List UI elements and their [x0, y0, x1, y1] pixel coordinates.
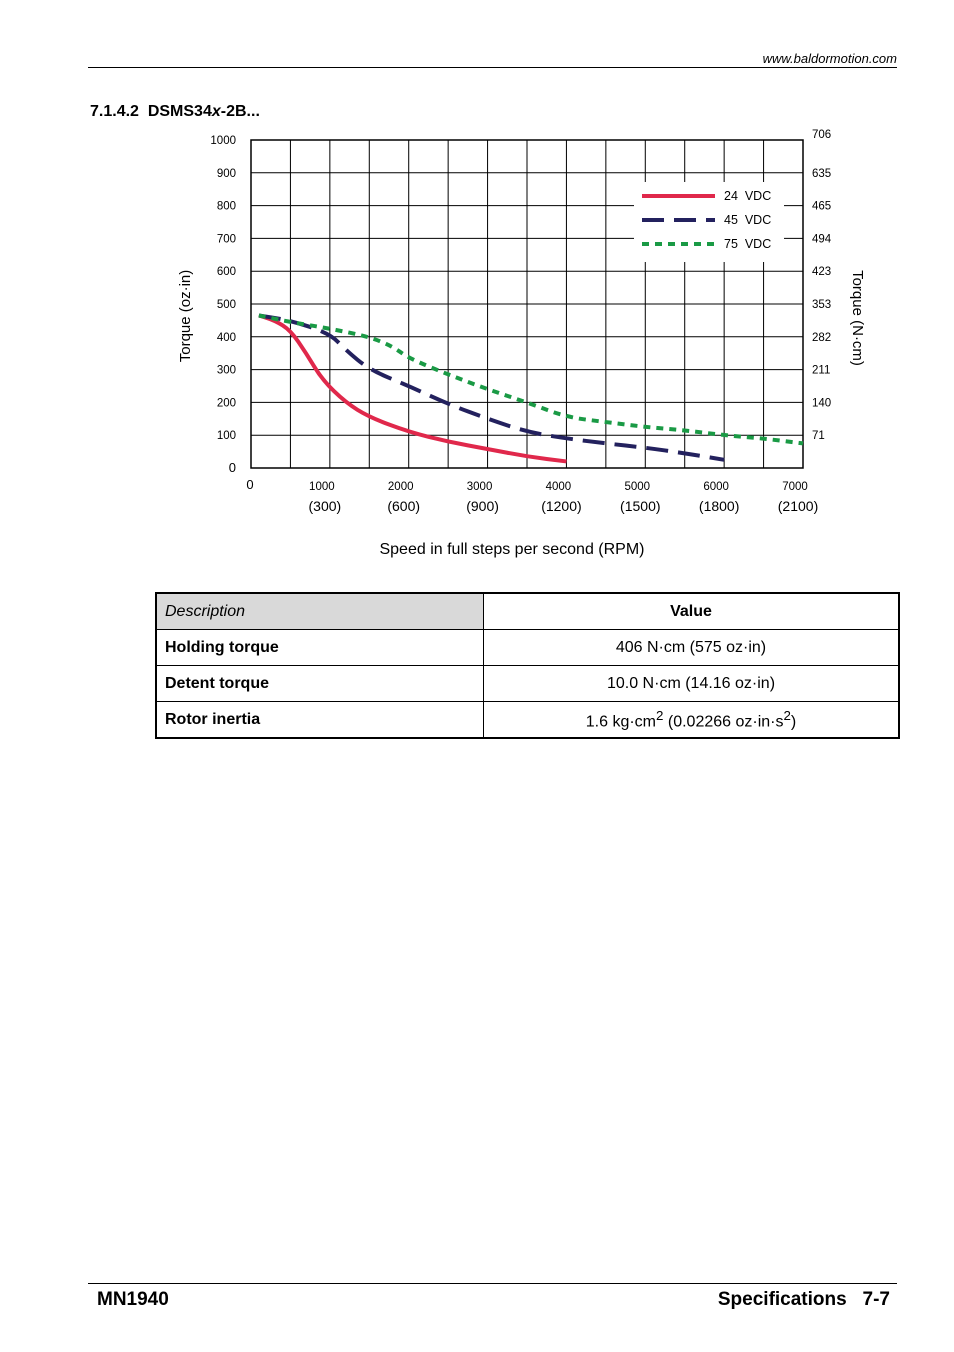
- x-tick-rpm: (1800): [699, 498, 739, 514]
- x-tick-zero: 0: [246, 477, 253, 492]
- row-label: Rotor inertia: [155, 701, 484, 739]
- footer-page: Specifications 7-7: [717, 1289, 890, 1310]
- y-tick-left: 900: [217, 168, 236, 180]
- row-value: 1.6 kg·cm2 (0.02266 oz·in·s2): [483, 701, 900, 739]
- x-tick-rpm: (900): [466, 498, 499, 514]
- y-tick-right: 140: [812, 397, 831, 409]
- y-tick-left: 400: [217, 332, 236, 344]
- header-rule: [88, 67, 897, 68]
- x-tick-rpm: (2100): [778, 498, 818, 514]
- y-tick-left: 0: [229, 460, 236, 475]
- y-tick-left: 800: [217, 201, 236, 213]
- x-tick-label: 5000: [624, 481, 650, 493]
- footer-rule: [88, 1283, 897, 1284]
- series-line: [258, 313, 725, 462]
- table-header-row: Description Value: [155, 592, 900, 630]
- y-tick-left: 100: [217, 430, 236, 442]
- legend-label: 45 VDC: [724, 213, 771, 227]
- header-url: www.baldormotion.com: [762, 51, 897, 66]
- footer-doc-id: MN1940: [97, 1289, 169, 1310]
- plot-frame: [250, 139, 804, 469]
- y-tick-left: 700: [217, 233, 236, 245]
- y-tick-left: 600: [217, 266, 236, 278]
- y-tick-right: 423: [812, 266, 831, 278]
- x-tick-rpm: (300): [309, 498, 342, 514]
- series-line: [258, 313, 567, 464]
- table-row: Detent torque 10.0 N·cm (14.16 oz·in): [155, 665, 900, 702]
- y-tick-left: 300: [217, 365, 236, 377]
- y-tick-right: 465: [812, 201, 831, 213]
- series-line: [258, 313, 804, 446]
- y-tick-right: 353: [812, 299, 831, 311]
- y-axis-label-left: Torque (oz·in): [177, 270, 194, 363]
- x-tick-rpm: (1200): [541, 498, 581, 514]
- y-tick-right: 71: [812, 430, 825, 442]
- spec-table: Description Value Holding torque 406 N·c…: [155, 592, 900, 739]
- row-label: Detent torque: [155, 665, 484, 702]
- x-tick-rpm: (600): [387, 498, 420, 514]
- table-row: Holding torque 406 N·cm (575 oz·in): [155, 629, 900, 666]
- y-axis-label-right: Torque (N·cm): [849, 270, 866, 366]
- table-row: Rotor inertia 1.6 kg·cm2 (0.02266 oz·in·…: [155, 701, 900, 739]
- x-tick-label: 2000: [388, 481, 414, 493]
- x-tick-rpm: (1500): [620, 498, 660, 514]
- y-tick-right: 635: [812, 168, 831, 180]
- y-tick-right: 282: [812, 332, 831, 344]
- legend-label: 75 VDC: [724, 237, 771, 251]
- x-tick-label: 1000: [309, 481, 335, 493]
- row-value: 406 N·cm (575 oz·in): [483, 629, 900, 666]
- y-tick-right: 211: [812, 365, 830, 377]
- x-axis-label: Speed in full steps per second (RPM): [379, 541, 644, 558]
- header-value: Value: [483, 592, 900, 630]
- torque-speed-chart: 0 100 200 300 400 500 600 700 800 900 1000 71 140 211…: [177, 129, 866, 558]
- y-tick-left: 1000: [210, 135, 236, 147]
- x-tick-label: 7000: [782, 481, 808, 493]
- header-description: Description: [155, 592, 484, 630]
- row-value: 10.0 N·cm (14.16 oz·in): [483, 665, 900, 702]
- y-tick-left: 200: [217, 397, 236, 409]
- y-tick-right: 494: [812, 233, 832, 245]
- y-tick-left: 500: [217, 299, 236, 311]
- x-tick-label: 3000: [467, 481, 493, 493]
- y-tick-right: 706: [812, 129, 831, 141]
- x-tick-label: 4000: [546, 481, 572, 493]
- x-tick-label: 6000: [703, 481, 729, 493]
- section-title: 7.1.4.2 DSMS34x-2B...: [90, 103, 260, 120]
- legend-label: 24 VDC: [724, 189, 771, 203]
- row-label: Holding torque: [155, 629, 484, 666]
